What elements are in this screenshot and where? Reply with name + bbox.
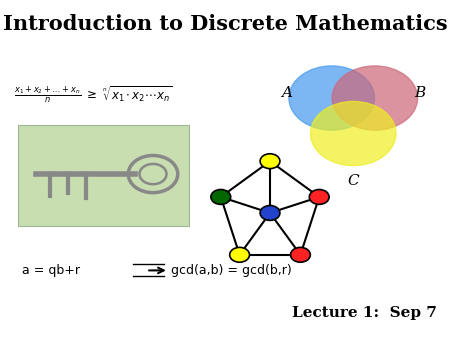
Circle shape	[309, 190, 329, 204]
Text: Introduction to Discrete Mathematics: Introduction to Discrete Mathematics	[3, 14, 447, 33]
Circle shape	[230, 247, 249, 262]
Text: A: A	[281, 86, 292, 100]
Text: a = qb+r: a = qb+r	[22, 264, 81, 277]
Text: C: C	[347, 174, 359, 188]
Circle shape	[310, 101, 396, 166]
Text: Lecture 1:  Sep 7: Lecture 1: Sep 7	[292, 306, 436, 320]
Circle shape	[291, 247, 310, 262]
Circle shape	[260, 154, 280, 169]
Circle shape	[260, 206, 280, 220]
Circle shape	[211, 190, 231, 204]
Circle shape	[289, 66, 374, 130]
Text: $\frac{x_1 + x_2 + \ldots + x_n}{n}$$\ \geq\ $$\sqrt[n]{x_1 \cdot x_2 \cdots x_n: $\frac{x_1 + x_2 + \ldots + x_n}{n}$$\ \…	[14, 84, 172, 105]
FancyBboxPatch shape	[18, 125, 189, 226]
Circle shape	[332, 66, 418, 130]
Text: B: B	[414, 86, 426, 100]
Text: gcd(a,b) = gcd(b,r): gcd(a,b) = gcd(b,r)	[171, 264, 292, 277]
